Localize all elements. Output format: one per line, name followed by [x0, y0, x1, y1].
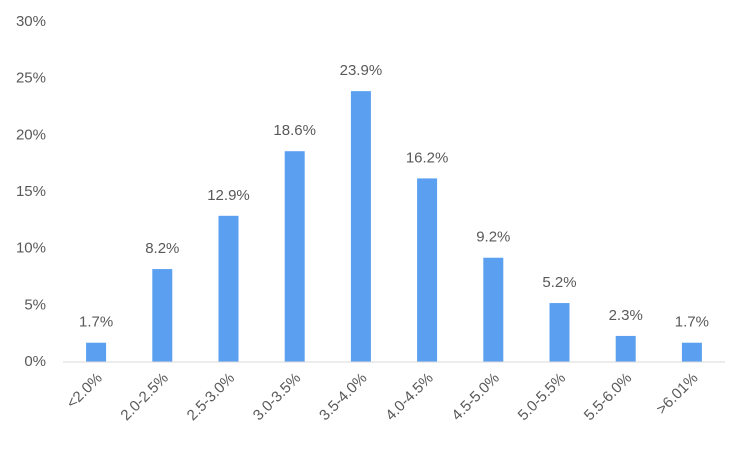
- value-label: 23.9%: [340, 62, 383, 79]
- bar: [218, 215, 239, 362]
- bar: [681, 342, 702, 362]
- x-tick-label: 2.5-3.0%: [184, 370, 238, 424]
- bar: [549, 303, 570, 362]
- y-tick-label: 25%: [16, 70, 46, 87]
- x-tick-label: 4.0-4.5%: [382, 370, 436, 424]
- y-tick-label: 10%: [16, 240, 46, 257]
- bar: [417, 178, 438, 362]
- bar: [483, 257, 504, 362]
- value-label: 8.2%: [145, 240, 179, 257]
- x-tick-label: 3.0-3.5%: [250, 370, 304, 424]
- y-tick-label: 5%: [24, 296, 46, 313]
- bar: [615, 335, 636, 362]
- value-label: 5.2%: [542, 274, 576, 291]
- bar: [86, 342, 107, 362]
- bar: [284, 151, 305, 362]
- bar: [350, 91, 371, 362]
- y-tick-label: 0%: [24, 353, 46, 370]
- bar: [152, 269, 173, 362]
- x-tick-label: 2.0-2.5%: [117, 370, 171, 424]
- value-label: 12.9%: [207, 187, 250, 204]
- value-label: 1.7%: [675, 314, 709, 331]
- value-label: 1.7%: [79, 314, 113, 331]
- x-tick-label: <2.0%: [63, 370, 105, 412]
- value-label: 2.3%: [609, 307, 643, 324]
- y-tick-label: 30%: [16, 13, 46, 30]
- x-tick-label: 3.5-4.0%: [316, 370, 370, 424]
- value-label: 16.2%: [406, 149, 449, 166]
- x-tick-label: 5.5-6.0%: [581, 370, 635, 424]
- x-tick-label: >6.01%: [653, 370, 701, 418]
- value-label: 18.6%: [273, 122, 316, 139]
- y-tick-label: 20%: [16, 126, 46, 143]
- x-tick-label: 5.0-5.5%: [515, 370, 569, 424]
- value-label: 9.2%: [476, 229, 510, 246]
- y-tick-label: 15%: [16, 183, 46, 200]
- x-tick-label: 4.5-5.0%: [448, 370, 502, 424]
